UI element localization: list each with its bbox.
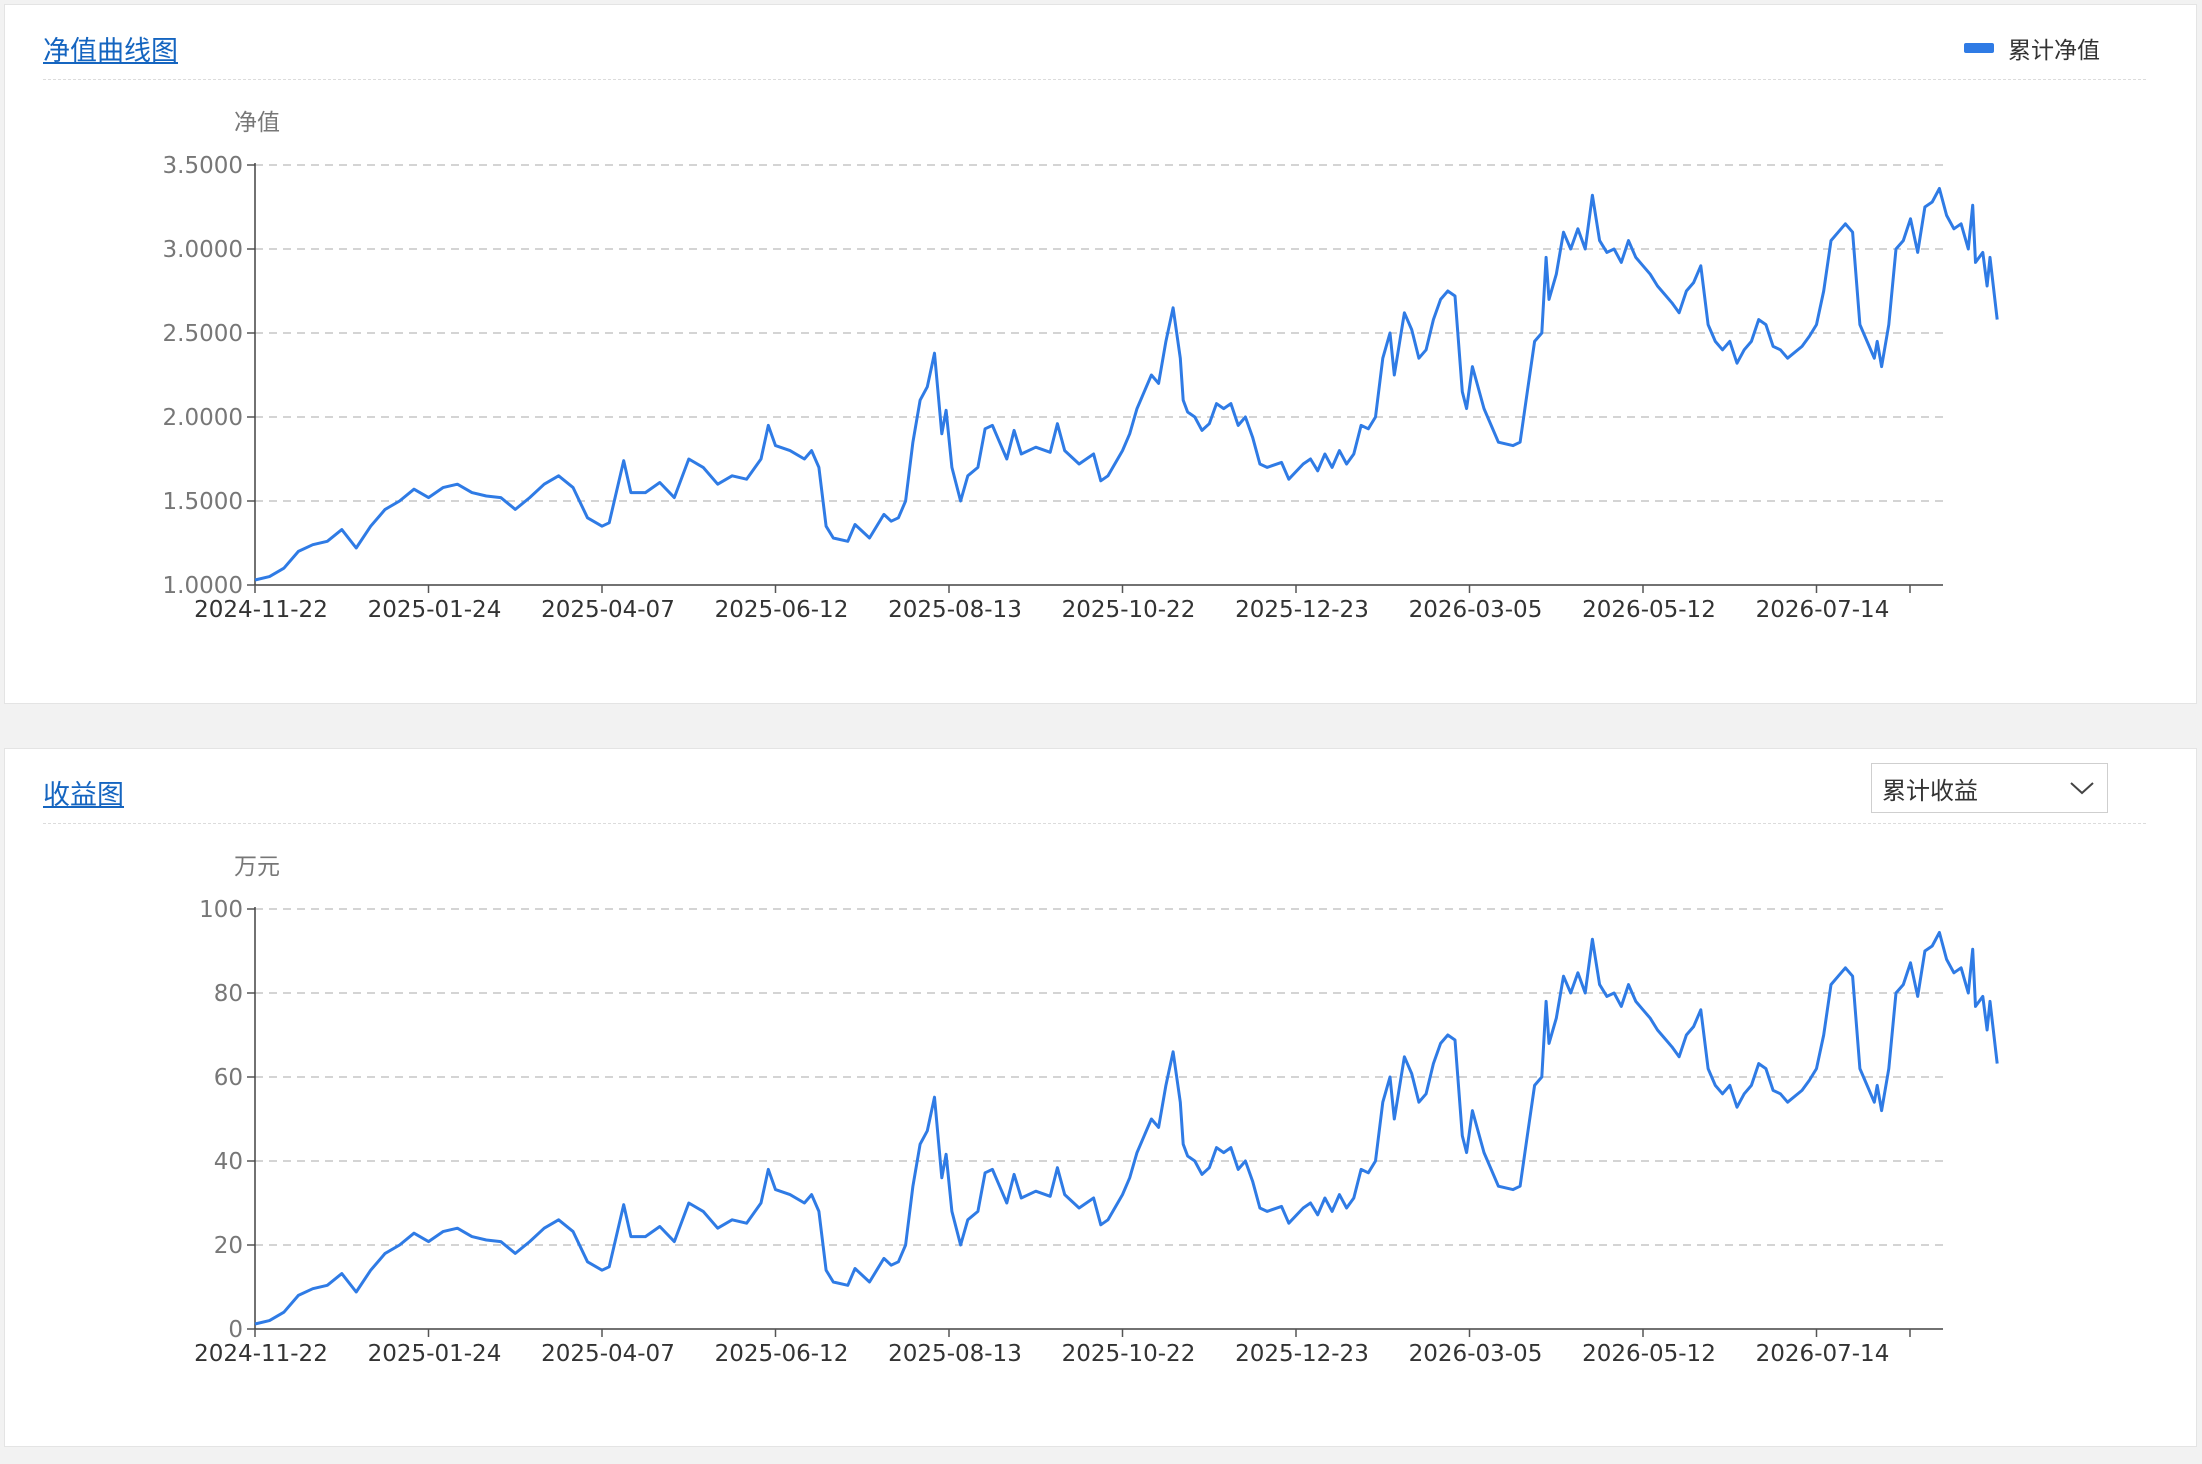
chevron-down-icon bbox=[2070, 782, 2094, 795]
profit-line-chart: 万元 0 20 40 60 80 100 2024-11-22 2025-01-24 2025-0… bbox=[194, 854, 1999, 1367]
y-tick-label: 60 bbox=[214, 1065, 243, 1091]
profit-type-select-value: 累计收益 bbox=[1882, 776, 1978, 805]
x-tick-label: 2025-10-22 bbox=[1062, 1341, 1196, 1367]
series-line-nav bbox=[254, 187, 1999, 582]
nav-chart-title[interactable]: 净值曲线图 bbox=[43, 36, 178, 67]
x-tick-label: 2026-03-05 bbox=[1409, 1341, 1543, 1367]
y-tick-label: 3.5000 bbox=[163, 153, 243, 179]
profit-chart-panel: 收益图 累计收益 万元 0 20 40 60 80 100 2024-11-22 2025-01… bbox=[4, 748, 2197, 1447]
x-tick-label: 2025-08-13 bbox=[888, 597, 1022, 623]
x-tick-label: 2026-05-12 bbox=[1582, 1341, 1716, 1367]
x-tick-label: 2025-06-12 bbox=[715, 597, 849, 623]
x-tick-label: 2025-06-12 bbox=[715, 1341, 849, 1367]
profit-type-select[interactable]: 累计收益 bbox=[1871, 763, 2108, 813]
y-tick-label: 80 bbox=[214, 981, 243, 1007]
series-line-profit bbox=[254, 931, 1999, 1326]
x-tick-label: 2025-10-22 bbox=[1062, 597, 1196, 623]
x-tick-label: 2025-04-07 bbox=[541, 597, 675, 623]
y-tick-label: 2.0000 bbox=[163, 405, 243, 431]
y-tick-label: 20 bbox=[214, 1233, 243, 1259]
title-divider bbox=[43, 79, 2146, 80]
legend-label: 累计净值 bbox=[2008, 38, 2100, 64]
x-tick-label: 2025-08-13 bbox=[888, 1341, 1022, 1367]
nav-chart-panel: 净值曲线图 累计净值 净值 1.0000 1.5000 2.0000 2.5000 3.0… bbox=[4, 4, 2197, 704]
profit-chart-title[interactable]: 收益图 bbox=[43, 780, 124, 811]
x-tick-label: 2025-12-23 bbox=[1235, 597, 1369, 623]
y-tick-label: 100 bbox=[199, 897, 243, 923]
legend[interactable]: 累计净值 bbox=[1964, 31, 2100, 65]
nav-line-chart: 净值 1.0000 1.5000 2.0000 2.5000 3.0000 3.5000 20… bbox=[163, 110, 1999, 623]
x-tick-label: 2025-01-24 bbox=[368, 1341, 502, 1367]
y-tick-label: 2.5000 bbox=[163, 321, 243, 347]
y-axis-title: 净值 bbox=[234, 110, 280, 136]
x-tick-label: 2024-11-22 bbox=[194, 597, 328, 623]
x-tick-label: 2025-04-07 bbox=[541, 1341, 675, 1367]
x-tick-label: 2025-01-24 bbox=[368, 597, 502, 623]
x-tick-label: 2024-11-22 bbox=[194, 1341, 328, 1367]
y-tick-label: 1.5000 bbox=[163, 489, 243, 515]
x-tick-label: 2025-12-23 bbox=[1235, 1341, 1369, 1367]
x-tick-label: 2026-07-14 bbox=[1756, 1341, 1890, 1367]
title-divider bbox=[43, 823, 2146, 824]
legend-swatch bbox=[1964, 43, 1994, 53]
y-tick-label: 1.0000 bbox=[163, 573, 243, 599]
y-tick-label: 40 bbox=[214, 1149, 243, 1175]
y-tick-label: 0 bbox=[228, 1317, 243, 1343]
y-axis-title: 万元 bbox=[234, 854, 280, 880]
y-tick-label: 3.0000 bbox=[163, 237, 243, 263]
x-tick-label: 2026-03-05 bbox=[1409, 597, 1543, 623]
x-tick-label: 2026-05-12 bbox=[1582, 597, 1716, 623]
x-tick-label: 2026-07-14 bbox=[1756, 597, 1890, 623]
